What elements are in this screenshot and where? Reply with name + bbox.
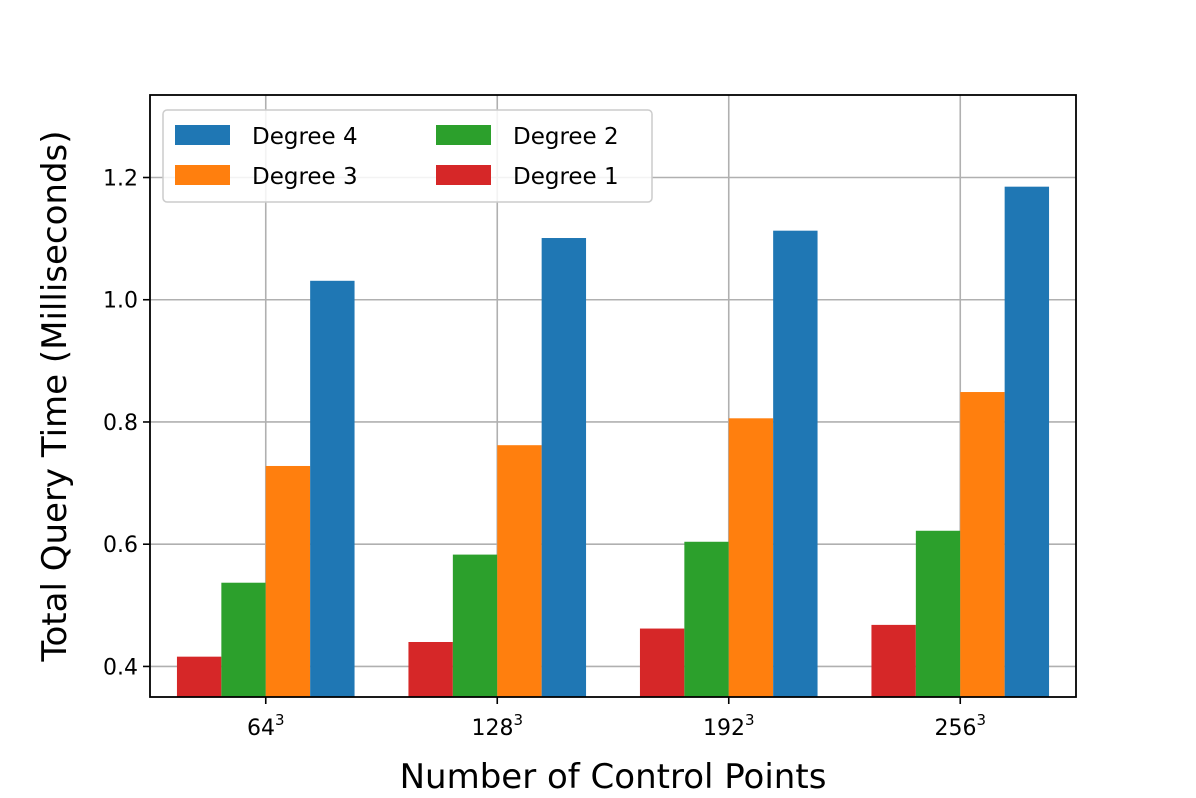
x-tick-label: 1283 <box>471 711 523 741</box>
bars <box>176 186 1050 698</box>
bar-degree-3-256 <box>960 392 1005 697</box>
legend-swatch <box>436 125 491 145</box>
x-tick-label-exponent: 3 <box>275 711 285 729</box>
bar-degree-2-64 <box>221 582 266 697</box>
bar-degree-3-128 <box>497 445 542 697</box>
bar-degree-4-256 <box>1004 186 1050 698</box>
x-tick-label-exponent: 3 <box>745 711 755 729</box>
legend-label: Degree 2 <box>513 124 619 150</box>
legend-label: Degree 4 <box>252 124 358 150</box>
bar-degree-1-256 <box>871 624 916 697</box>
bar-degree-1-64 <box>176 656 222 697</box>
bar-degree-1-128 <box>408 641 453 697</box>
legend-label: Degree 3 <box>252 164 358 190</box>
plot-frame <box>149 94 1077 698</box>
x-tick-label-base: 256 <box>934 716 976 741</box>
y-tick-label: 0.8 <box>103 411 138 436</box>
legend-box <box>162 109 653 203</box>
bar-degree-2-128 <box>452 554 498 697</box>
bar-degree-2-192 <box>684 541 729 697</box>
legend-swatch <box>175 165 230 185</box>
y-axis-label: Total Query Time (Milliseconds) <box>35 131 75 663</box>
bar-degree-3-64 <box>265 465 311 697</box>
bar-degree-4-64 <box>310 280 355 697</box>
x-tick-label-base: 192 <box>703 716 745 741</box>
legend: Degree 4 Degree 3 Degree 2 Degree 1 <box>162 109 653 203</box>
bar-degree-1-192 <box>639 628 685 697</box>
y-tick-label: 1.2 <box>103 167 138 192</box>
x-tick-label-exponent: 3 <box>513 711 523 729</box>
x-tick-label: 2563 <box>934 711 986 741</box>
y-tick-label: 0.4 <box>103 655 138 680</box>
x-tick-label-base: 64 <box>247 716 275 741</box>
bar-degree-2-256 <box>915 530 961 697</box>
legend-label: Degree 1 <box>513 164 619 190</box>
y-tick-label: 1.0 <box>103 289 138 314</box>
bar-degree-4-192 <box>773 230 818 697</box>
bar-degree-3-192 <box>728 418 774 697</box>
legend-swatch <box>175 125 230 145</box>
x-tick-label: 643 <box>247 711 285 741</box>
bar-degree-4-128 <box>541 238 587 698</box>
x-tick-label-exponent: 3 <box>976 711 986 729</box>
y-tick-label: 0.6 <box>103 533 138 558</box>
x-tick-label-base: 128 <box>471 716 513 741</box>
legend-swatch <box>436 165 491 185</box>
x-axis-label: Number of Control Points <box>400 757 827 797</box>
x-tick-label: 1923 <box>703 711 755 741</box>
